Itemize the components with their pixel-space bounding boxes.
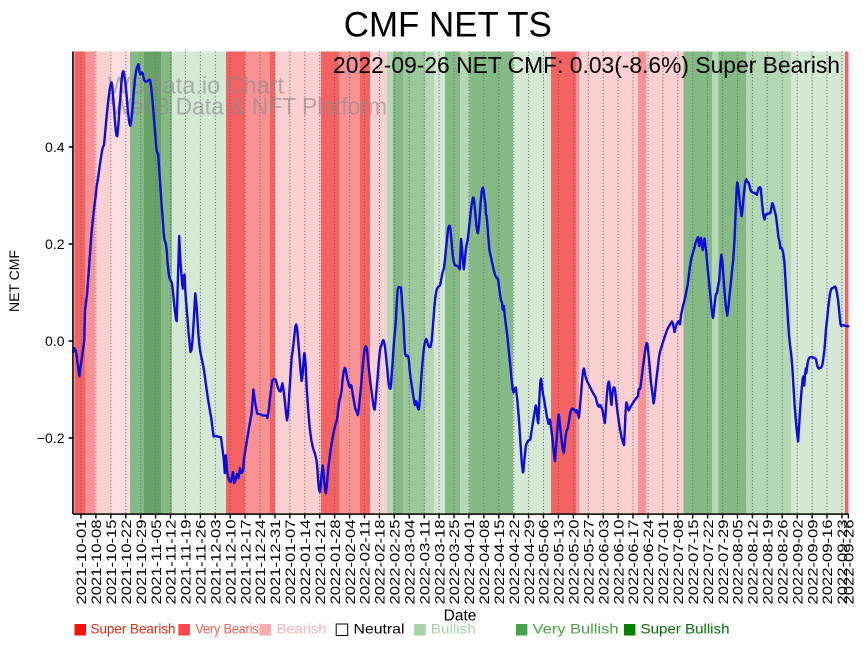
svg-text:Date: Date [444,608,477,625]
svg-text:2022-04-29: 2022-04-29 [521,519,537,604]
svg-text:2022-03-18: 2022-03-18 [431,519,447,604]
svg-text:2022-09-09: 2022-09-09 [804,519,820,604]
svg-text:2022-08-05: 2022-08-05 [730,519,746,604]
svg-text:2022-04-22: 2022-04-22 [506,519,522,604]
svg-text:2022-01-28: 2022-01-28 [327,519,343,604]
svg-text:2022-02-25: 2022-02-25 [387,519,403,604]
svg-text:2022-04-15: 2022-04-15 [491,519,507,604]
svg-text:Very Bearish: Very Bearish [196,621,266,637]
svg-text:2022-05-13: 2022-05-13 [551,519,567,604]
svg-text:CMF NET TS: CMF NET TS [344,6,552,45]
svg-text:2021-12-03: 2021-12-03 [208,519,224,604]
svg-text:2022-08-19: 2022-08-19 [760,519,776,604]
svg-text:2022-06-10: 2022-06-10 [610,519,626,604]
svg-text:2022-02-04: 2022-02-04 [342,519,358,604]
svg-text:2022-01-21: 2022-01-21 [312,519,328,604]
svg-text:Bearish: Bearish [277,621,327,637]
svg-text:2022-02-18: 2022-02-18 [372,519,388,604]
svg-text:2021-10-22: 2021-10-22 [118,519,134,604]
svg-text:Very Bullish: Very Bullish [533,621,619,637]
svg-text:2022-05-27: 2022-05-27 [581,519,597,604]
svg-text:2022-02-11: 2022-02-11 [357,519,373,604]
svg-text:Super Bullish: Super Bullish [641,621,730,637]
svg-text:2022-07-01: 2022-07-01 [655,519,671,604]
svg-text:2022-08-26: 2022-08-26 [774,519,790,604]
svg-text:WBData.io Chart: WBData.io Chart [108,73,284,100]
svg-text:2022-05-20: 2022-05-20 [566,519,582,604]
svg-text:2021-12-10: 2021-12-10 [222,519,238,604]
svg-text:2021-11-19: 2021-11-19 [178,519,194,604]
svg-text:2022-05-06: 2022-05-06 [536,519,552,604]
svg-text:Web3 Data & NFT Platform: Web3 Data & NFT Platform [110,94,387,121]
svg-text:−0.2: −0.2 [37,430,65,446]
svg-text:2022-01-14: 2022-01-14 [297,519,313,604]
svg-text:2021-10-29: 2021-10-29 [133,519,149,604]
svg-text:2022-09-26: 2022-09-26 [841,519,857,604]
svg-text:2021-10-01: 2021-10-01 [73,519,89,604]
svg-text:2022-04-01: 2022-04-01 [461,519,477,604]
svg-text:NET CMF: NET CMF [6,250,22,312]
svg-text:2021-11-26: 2021-11-26 [193,519,209,604]
svg-text:2022-09-26 NET CMF: 0.03(-8.6%: 2022-09-26 NET CMF: 0.03(-8.6%) Super Be… [333,52,840,78]
svg-text:2022-09-02: 2022-09-02 [789,519,805,604]
svg-text:2021-10-15: 2021-10-15 [103,519,119,604]
svg-text:2021-11-12: 2021-11-12 [163,519,179,604]
svg-text:2022-09-16: 2022-09-16 [819,519,835,604]
svg-text:2022-04-08: 2022-04-08 [476,519,492,604]
svg-text:2022-06-03: 2022-06-03 [595,519,611,604]
svg-text:2021-10-08: 2021-10-08 [88,519,104,604]
svg-text:2022-07-15: 2022-07-15 [685,519,701,604]
svg-text:2022-09-23: 2022-09-23 [834,519,850,604]
svg-text:2021-11-05: 2021-11-05 [148,519,164,604]
svg-text:2022-03-25: 2022-03-25 [446,519,462,604]
svg-text:2022-06-24: 2022-06-24 [640,519,656,604]
svg-text:2021-12-24: 2021-12-24 [252,519,268,604]
svg-text:Neutral: Neutral [354,621,405,637]
svg-text:2021-12-17: 2021-12-17 [237,519,253,604]
svg-text:2022-03-11: 2022-03-11 [416,519,432,604]
svg-text:0.0: 0.0 [45,333,65,349]
svg-text:2022-07-22: 2022-07-22 [700,519,716,604]
svg-text:2022-08-12: 2022-08-12 [745,519,761,604]
svg-text:2022-01-07: 2022-01-07 [282,519,298,604]
svg-text:2022-07-29: 2022-07-29 [715,519,731,604]
svg-text:Bullish: Bullish [431,621,476,637]
svg-text:2022-03-04: 2022-03-04 [401,519,417,604]
svg-text:0.4: 0.4 [45,139,65,155]
svg-text:2022-06-17: 2022-06-17 [625,519,641,604]
svg-text:0.2: 0.2 [45,236,65,252]
svg-text:2021-12-31: 2021-12-31 [267,519,283,604]
svg-text:2022-07-08: 2022-07-08 [670,519,686,604]
svg-text:Super Bearish: Super Bearish [91,621,176,637]
